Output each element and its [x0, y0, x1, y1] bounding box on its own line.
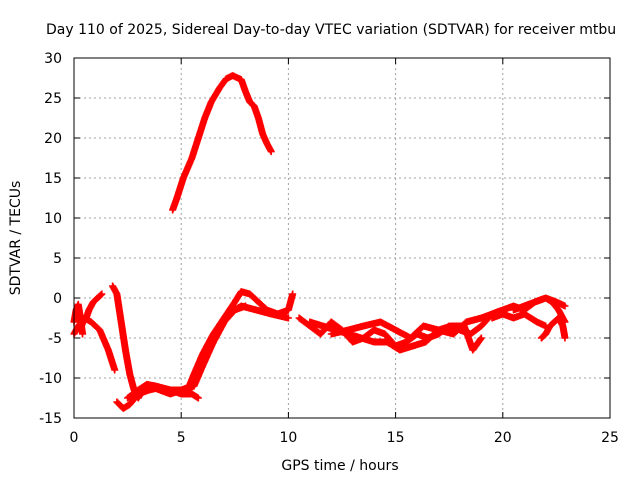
series-track-2 — [70, 314, 119, 374]
data-points — [70, 72, 569, 412]
x-tick-label: 25 — [601, 430, 619, 446]
data-point — [267, 148, 275, 156]
x-axis-label: GPS time / hours — [281, 458, 398, 474]
x-tick-label: 0 — [70, 430, 79, 446]
y-tick-label: 25 — [44, 91, 62, 107]
chart-title: Day 110 of 2025, Sidereal Day-to-day VTE… — [46, 22, 616, 38]
y-tick-label: 15 — [44, 171, 62, 187]
series-track-14 — [537, 314, 569, 342]
series-track-13 — [510, 294, 569, 326]
y-tick-label: -5 — [48, 331, 62, 347]
data-point — [194, 394, 202, 402]
data-point — [111, 366, 119, 374]
series-track-8 — [169, 72, 275, 214]
data-point — [289, 290, 297, 298]
data-point — [79, 330, 87, 338]
x-tick-label: 10 — [279, 430, 297, 446]
grid-lines — [74, 58, 610, 418]
x-tick-label: 15 — [387, 430, 405, 446]
data-point — [477, 334, 485, 342]
y-tick-label: 0 — [53, 291, 62, 307]
y-tick-label: -15 — [39, 411, 62, 427]
plot-frame — [73, 57, 611, 419]
series-track-7 — [184, 288, 297, 394]
y-tick-label: 20 — [44, 131, 62, 147]
y-tick-label: 30 — [44, 51, 62, 67]
x-tick-label: 5 — [177, 430, 186, 446]
data-point — [561, 334, 569, 342]
data-point — [284, 314, 292, 322]
y-tick-label: -10 — [39, 371, 62, 387]
series-track-12 — [488, 310, 550, 330]
y-tick-label: 5 — [53, 251, 62, 267]
data-point — [98, 290, 106, 298]
x-tick-label: 20 — [494, 430, 512, 446]
y-tick-label: 10 — [44, 211, 62, 227]
data-point — [561, 302, 569, 310]
series-track-10 — [306, 318, 485, 354]
series-track-3 — [81, 290, 106, 326]
data-point — [242, 302, 250, 310]
y-axis-label: SDTVAR / TECUs — [8, 181, 24, 296]
axis-ticks: 0 5 10 15 20 25 -15 -10 -5 0 5 10 15 20 25 30 — [39, 51, 619, 446]
